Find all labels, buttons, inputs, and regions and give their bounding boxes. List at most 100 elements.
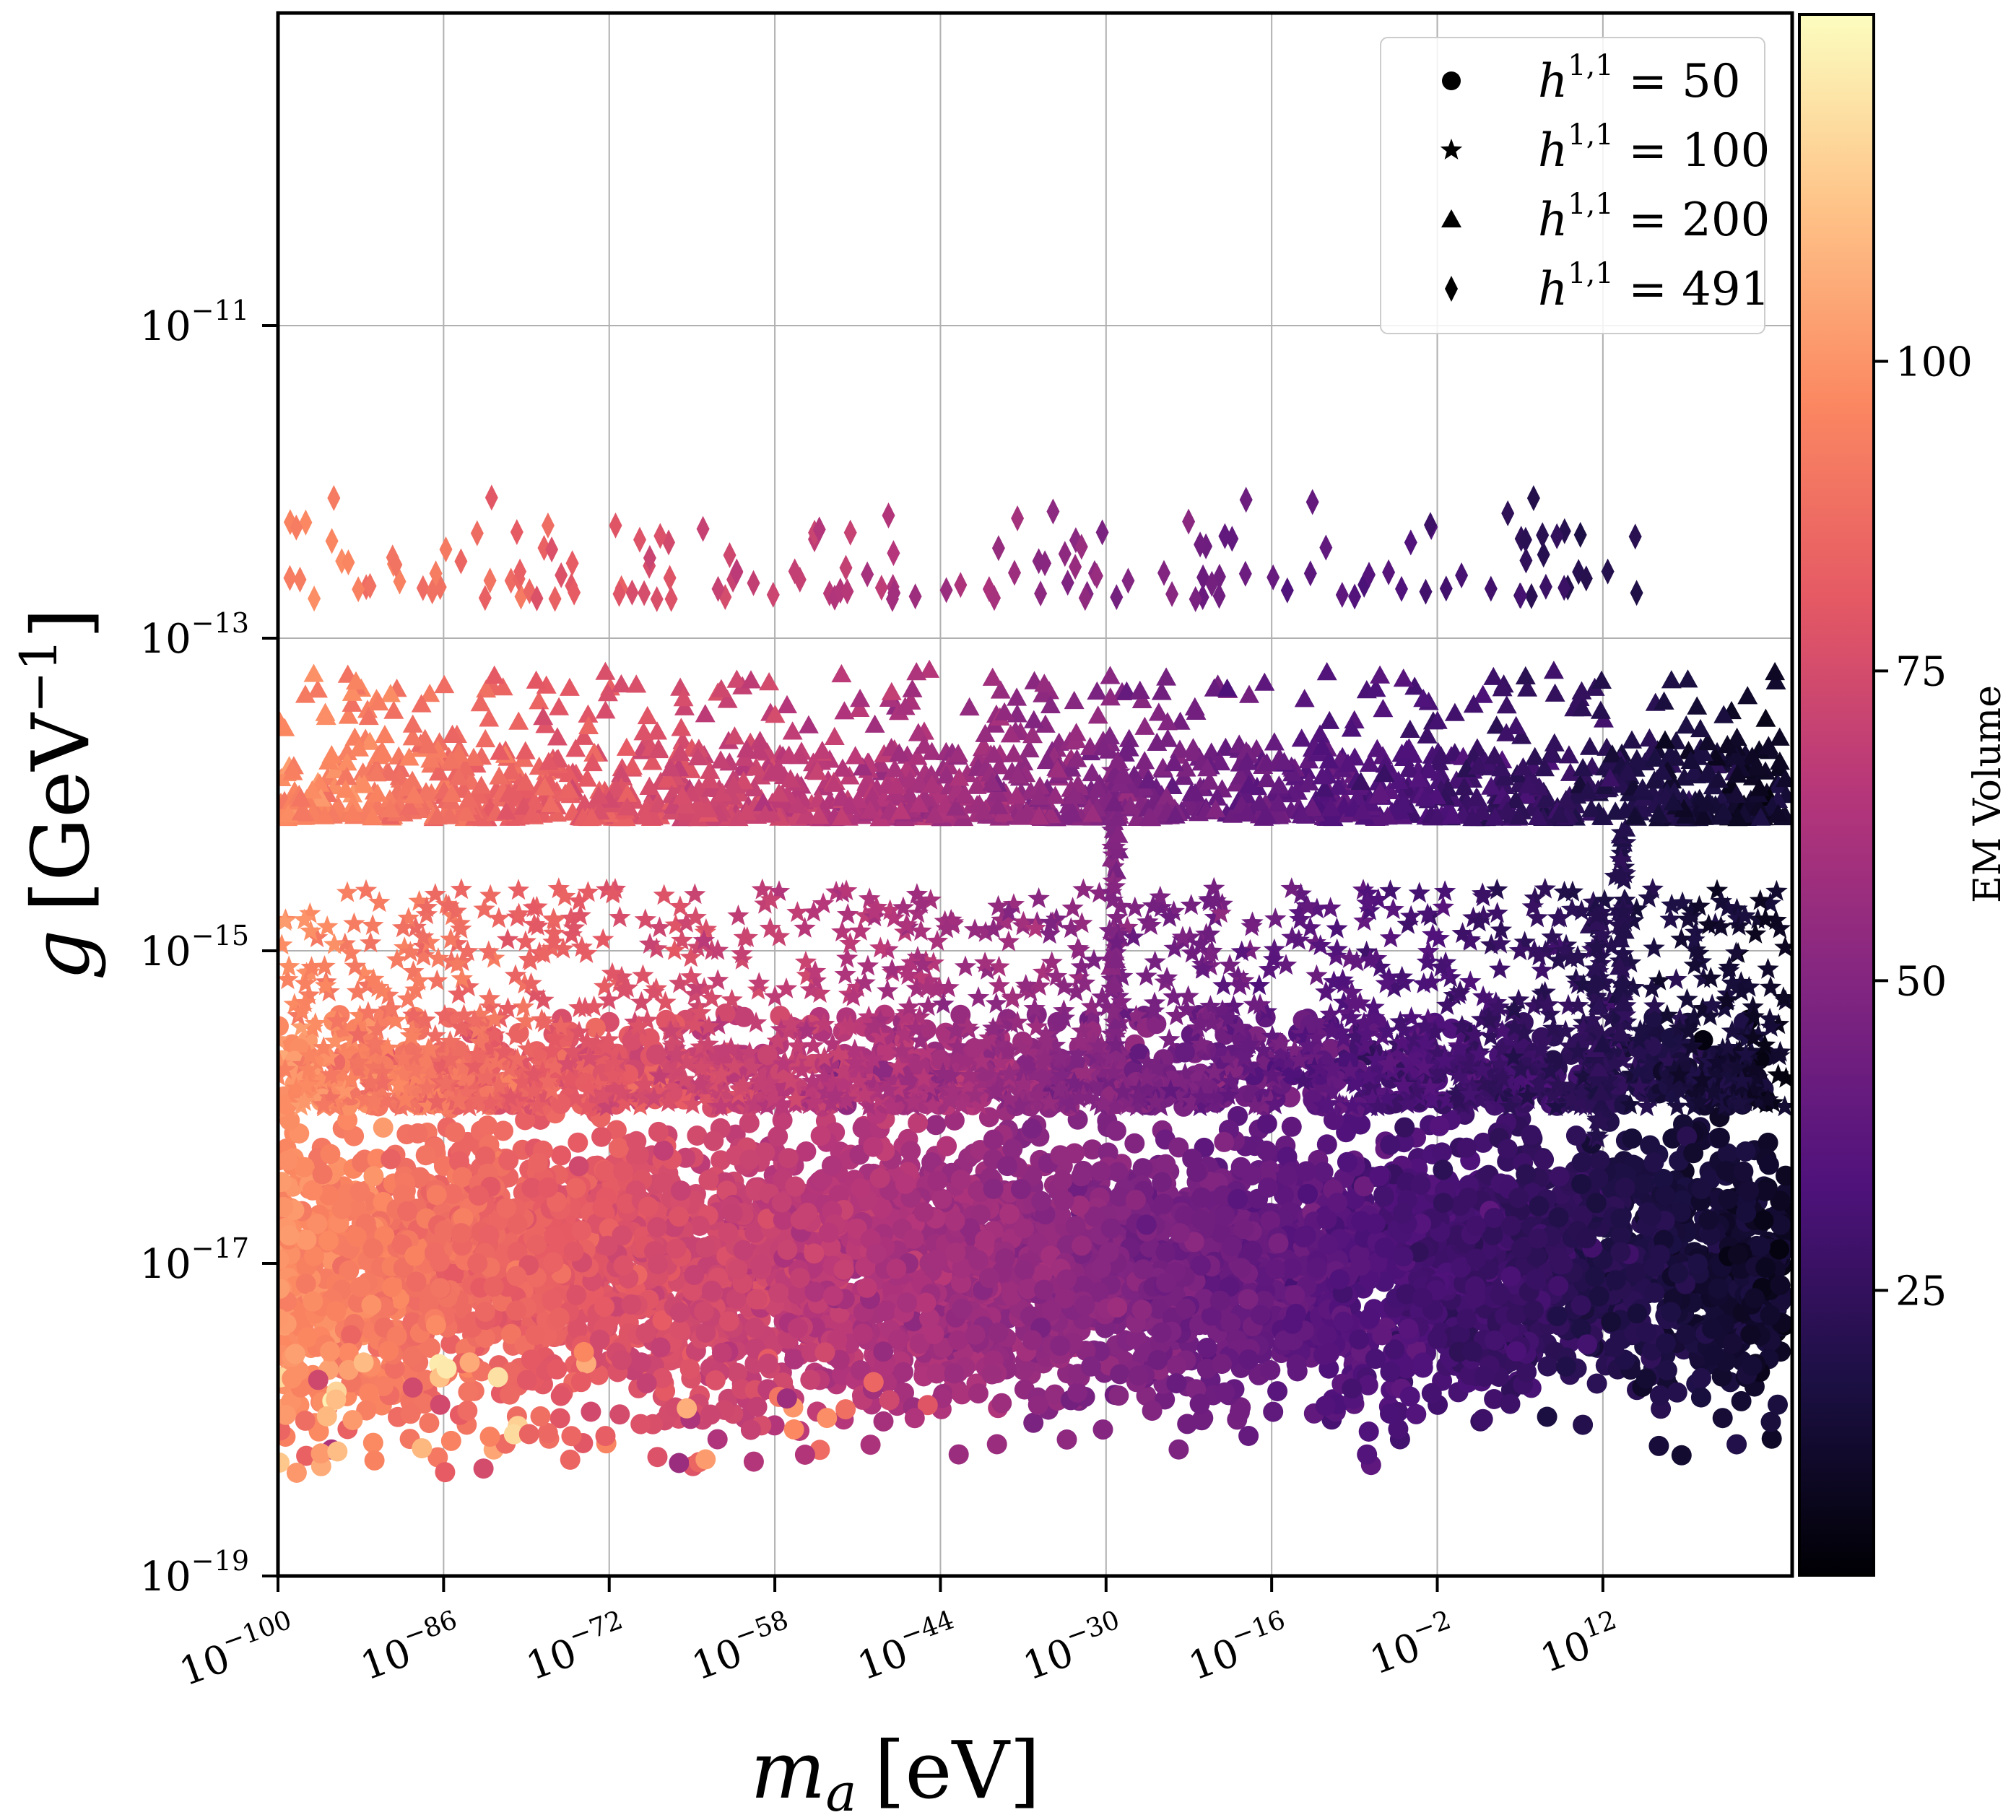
point-h11-50 [349,1181,370,1202]
point-h11-50 [768,1283,789,1304]
point-h11-50 [1107,1297,1128,1318]
point-h11-50 [1711,1366,1732,1387]
point-h11-50 [986,1434,1007,1455]
point-h11-50 [952,1299,973,1319]
point-h11-50 [975,1229,995,1250]
point-h11-50 [1296,1161,1317,1182]
point-h11-50 [1256,1140,1277,1161]
point-h11-50 [981,1364,1002,1385]
point-h11-50 [609,1404,630,1425]
point-h11-50 [810,1125,831,1146]
point-h11-50 [695,1237,716,1258]
point-h11-50 [1691,1367,1711,1388]
point-h11-50 [948,1444,969,1465]
point-h11-50 [1625,1262,1646,1283]
point-h11-50 [1516,1164,1537,1185]
point-h11-50 [903,1229,924,1249]
point-h11-50 [1726,1434,1747,1455]
point-h11-50 [1166,1373,1187,1394]
point-h11-50 [1735,1141,1756,1162]
point-h11-50 [1258,1177,1278,1198]
point-h11-50 [703,1131,724,1151]
point-h11-50 [1768,1394,1788,1415]
point-h11-50 [1421,1383,1442,1403]
point-h11-50 [1108,1385,1129,1406]
point-h11-50 [1760,1411,1781,1432]
point-h11-50 [318,1230,339,1251]
point-h11-50 [362,1432,383,1453]
point-h11-50 [1472,1408,1493,1429]
point-h11-50 [739,1149,760,1170]
point-h11-50 [1365,1349,1386,1370]
point-h11-50 [1316,1325,1337,1346]
scatter-points [278,484,1792,1483]
point-h11-50 [631,1352,651,1373]
point-h11-50 [1758,1154,1779,1175]
point-h11-50 [1090,1161,1111,1182]
point-h11-50 [1155,1242,1176,1263]
point-h11-50 [852,1323,873,1344]
point-h11-50 [1570,1295,1591,1316]
point-h11-50 [1534,1149,1555,1170]
point-h11-50 [297,1327,318,1348]
point-h11-50 [926,1115,947,1136]
point-h11-50 [1586,1373,1607,1394]
point-h11-50 [1497,1138,1518,1159]
point-h11-50 [1687,1253,1708,1274]
point-h11-50 [1740,1324,1761,1345]
point-h11-50 [1683,1143,1704,1164]
point-h11-50 [1601,1312,1622,1333]
point-h11-50 [1739,1180,1760,1201]
point-h11-50 [373,1117,394,1138]
point-h11-50 [1656,1360,1677,1380]
point-h11-50 [568,1132,588,1153]
point-h11-50 [1577,1334,1598,1355]
point-h11-50 [670,1180,691,1201]
point-h11-50 [1238,1426,1259,1446]
point-h11-50 [1350,1114,1371,1135]
point-h11-50 [1537,1406,1557,1427]
point-h11-50 [1065,1216,1086,1237]
point-h11-50 [701,1280,722,1301]
point-h11-50 [1230,1157,1251,1177]
point-h11-50 [1067,1382,1088,1403]
point-h11-50 [1191,1187,1212,1208]
point-h11-50 [295,1273,316,1294]
point-h11-50 [869,1167,890,1188]
point-h11-50 [1124,1133,1145,1154]
point-h11-50 [381,1149,401,1170]
point-h11-50 [430,1251,451,1272]
point-h11-50 [320,1144,341,1164]
point-h11-50 [669,1302,690,1323]
point-h11-50 [1708,1278,1729,1299]
point-h11-50 [1548,1207,1569,1228]
point-h11-50 [1056,1429,1077,1450]
point-h11-50 [1506,1305,1527,1325]
point-h11-50 [944,1211,965,1232]
point-h11-50 [653,1140,674,1161]
point-h11-50 [1604,1337,1625,1357]
point-h11-50 [1406,1403,1427,1424]
point-h11-50 [401,1346,422,1367]
point-h11-50 [1466,1248,1487,1269]
point-h11-50 [1758,1132,1778,1153]
point-h11-50 [1490,1284,1511,1305]
point-h11-50 [866,1243,887,1264]
point-h11-50 [407,1123,428,1144]
point-h11-50 [1023,1412,1044,1433]
point-h11-50 [1168,1439,1189,1460]
point-h11-50 [1456,1308,1477,1329]
point-h11-50 [1722,1333,1743,1354]
point-h11-50 [549,1408,570,1429]
point-h11-50 [1002,1138,1023,1159]
point-h11-50 [991,1393,1012,1414]
point-h11-50 [457,1401,478,1421]
point-h11-50 [1027,1394,1048,1415]
point-h11-50 [1456,1137,1477,1158]
point-h11-50 [931,1188,952,1209]
point-h11-50 [630,1414,651,1434]
point-h11-50 [419,1413,440,1434]
point-h11-50 [1215,1382,1235,1403]
point-h11-50 [581,1401,601,1422]
point-h11-50 [788,1318,808,1338]
